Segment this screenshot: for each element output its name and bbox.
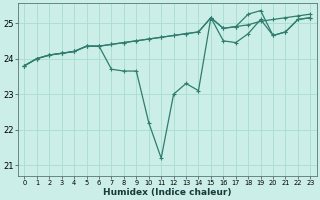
X-axis label: Humidex (Indice chaleur): Humidex (Indice chaleur) [103,188,232,197]
